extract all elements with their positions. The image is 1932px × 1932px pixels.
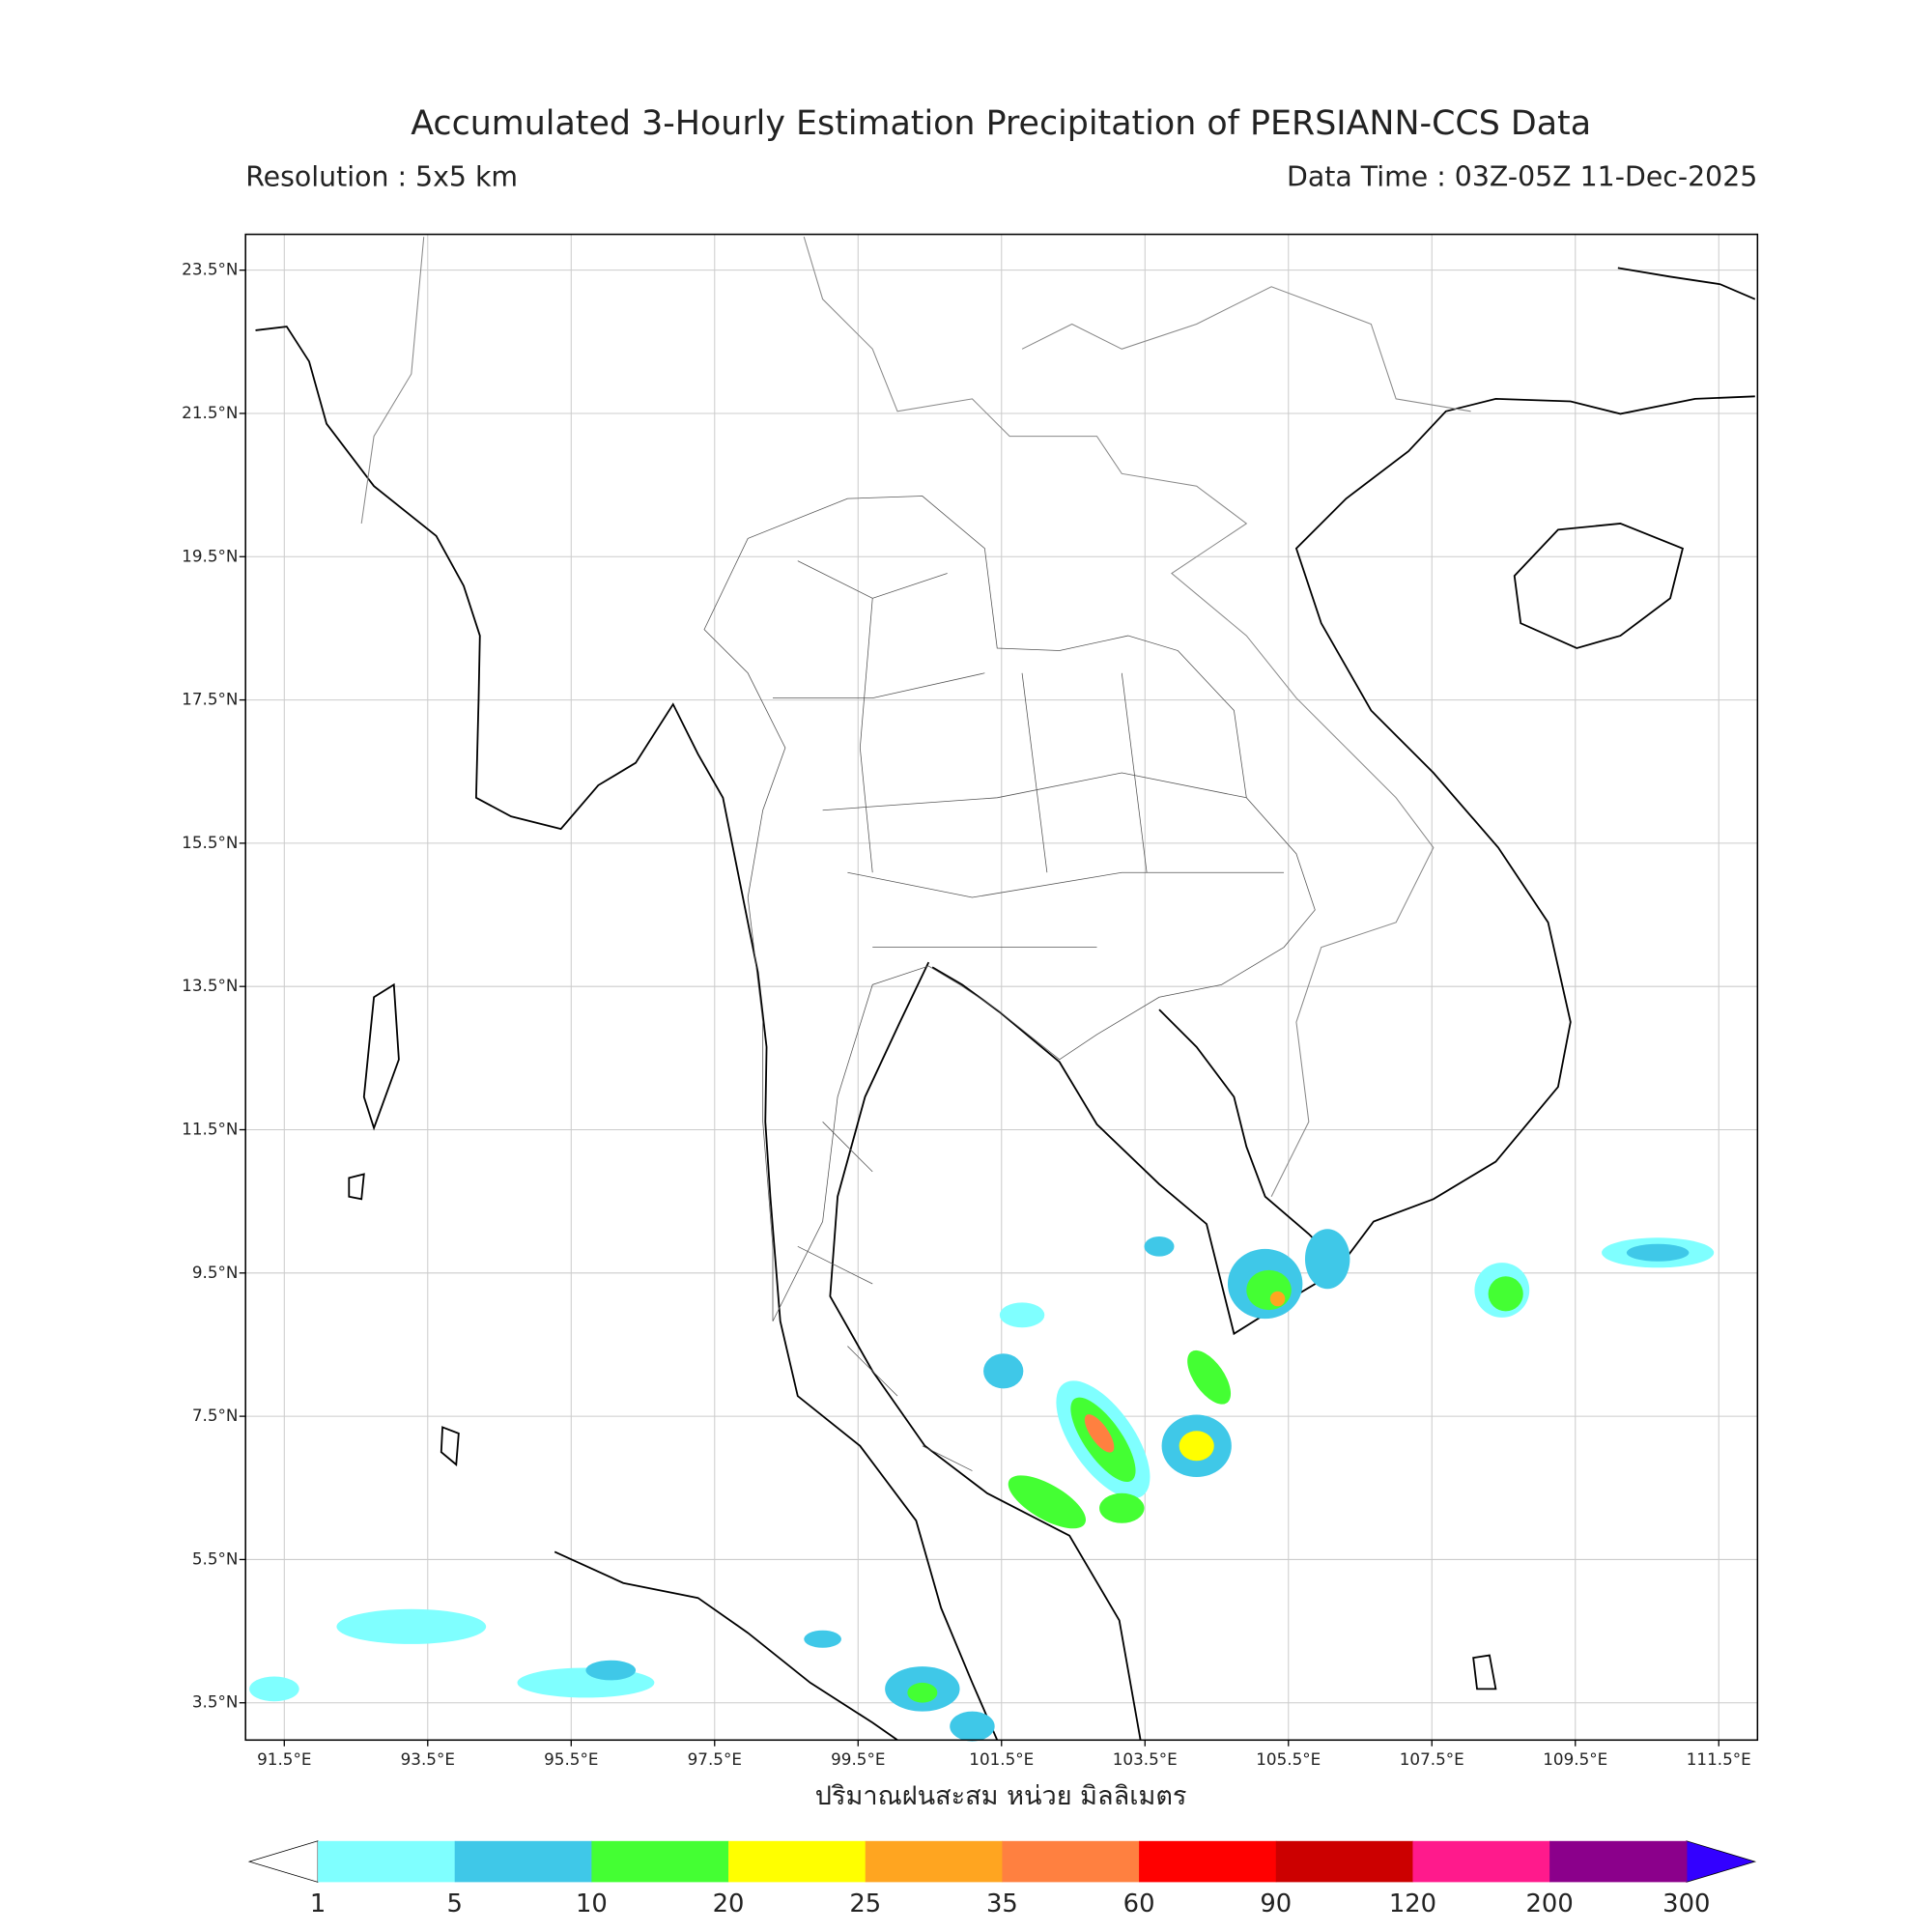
rain-area	[1187, 1350, 1232, 1405]
colorbar-label: 20	[713, 1889, 745, 1918]
rain-area	[950, 1711, 995, 1742]
colorbar-segment	[591, 1840, 729, 1883]
colorbar: 1 5 10 20 25 35 60 90 120 200 300	[247, 1840, 1757, 1918]
x-tick-label: 103.5°E	[1113, 1749, 1178, 1769]
rain-area	[1488, 1276, 1523, 1312]
y-tick-label: 5.5°N	[192, 1548, 239, 1568]
x-tick-label: 95.5°E	[544, 1749, 598, 1769]
x-tick-label: 97.5°E	[688, 1749, 742, 1769]
rain-area	[1304, 1229, 1350, 1290]
mekong-delta	[1158, 1009, 1341, 1266]
coastline	[1513, 523, 1685, 649]
rain-area	[249, 1676, 299, 1702]
rain-area	[1269, 1291, 1286, 1307]
coastline	[931, 395, 1755, 1336]
rain-area	[999, 1302, 1045, 1328]
rain-area	[907, 1682, 938, 1703]
coastline	[1617, 267, 1756, 300]
y-tick-label: 23.5°N	[182, 260, 238, 279]
y-tick-label: 17.5°N	[182, 690, 238, 709]
rain-area	[804, 1630, 841, 1648]
colorbar-segment	[318, 1840, 456, 1883]
y-tick-label: 21.5°N	[182, 403, 238, 422]
colorbar-label: 1	[310, 1889, 326, 1918]
colorbar-label: 60	[1123, 1889, 1155, 1918]
rain-area	[585, 1660, 637, 1681]
resolution: Resolution : 5x5 km	[245, 161, 518, 193]
x-tick-label: 111.5°E	[1687, 1749, 1751, 1769]
y-tick-label: 19.5°N	[182, 546, 238, 565]
colorbar-segment	[1002, 1840, 1140, 1883]
rain-area	[1626, 1243, 1690, 1262]
colorbar-label: 5	[446, 1889, 462, 1918]
y-tick-label: 11.5°N	[182, 1120, 238, 1139]
provinces	[773, 560, 1285, 1471]
coastline	[362, 982, 400, 1131]
data-time: Data Time : 03Z-05Z 11-Dec-2025	[1287, 161, 1757, 193]
colorbar-label: 300	[1662, 1889, 1710, 1918]
rain-area	[983, 1353, 1024, 1389]
colorbar-segment	[1549, 1840, 1688, 1883]
y-tick-label: 7.5°N	[192, 1406, 239, 1425]
grid	[245, 234, 1758, 1741]
colorbar-segment	[454, 1840, 593, 1883]
colorbar-label: 90	[1260, 1889, 1292, 1918]
rain-area	[1099, 1492, 1145, 1523]
ticks: 91.5°E 93.5°E 95.5°E 97.5°E 99.5°E 101.5°E 103…	[182, 260, 1751, 1769]
country-border	[360, 237, 1471, 1197]
x-tick-label: 99.5°E	[831, 1749, 885, 1769]
colorbar-label: 200	[1526, 1889, 1574, 1918]
y-tick-label: 3.5°N	[192, 1692, 239, 1712]
colorbar-label: 120	[1389, 1889, 1436, 1918]
colorbar-segment	[1139, 1840, 1277, 1883]
precipitation	[249, 1229, 1715, 1742]
x-tick-label: 93.5°E	[401, 1749, 455, 1769]
rain-area	[1179, 1431, 1214, 1462]
rain-area	[336, 1608, 487, 1644]
colorbar-segment	[865, 1840, 1004, 1883]
x-tick-label: 101.5°E	[969, 1749, 1034, 1769]
rain-area	[1084, 1414, 1115, 1453]
colorbar-segment	[728, 1840, 867, 1883]
y-tick-label: 13.5°N	[182, 976, 238, 995]
rain-area	[1144, 1236, 1175, 1257]
title: Accumulated 3-Hourly Estimation Precipit…	[411, 104, 1591, 143]
y-tick-label: 15.5°N	[182, 833, 238, 852]
coastline	[255, 326, 999, 1741]
colorbar-segment	[1275, 1840, 1414, 1883]
rain-area	[1246, 1269, 1292, 1311]
x-tick-label: 91.5°E	[257, 1749, 311, 1769]
colorbar-segment	[1412, 1840, 1550, 1883]
colorbar-label: 25	[849, 1889, 881, 1918]
x-tick-label: 109.5°E	[1543, 1749, 1607, 1769]
coastline	[554, 1550, 898, 1742]
colorbar-label: 10	[576, 1889, 608, 1918]
rain-area	[1008, 1475, 1087, 1529]
coastline	[348, 1173, 1497, 1690]
x-tick-label: 107.5°E	[1400, 1749, 1464, 1769]
x-axis-label: ปริมาณฝนสะสม หน่วย มิลลิเมตร	[815, 1781, 1187, 1811]
thailand-outline	[703, 496, 1316, 1321]
x-tick-label: 105.5°E	[1256, 1749, 1321, 1769]
land-lines	[255, 237, 1756, 1742]
y-tick-label: 9.5°N	[192, 1263, 239, 1282]
colorbar-label: 35	[986, 1889, 1018, 1918]
